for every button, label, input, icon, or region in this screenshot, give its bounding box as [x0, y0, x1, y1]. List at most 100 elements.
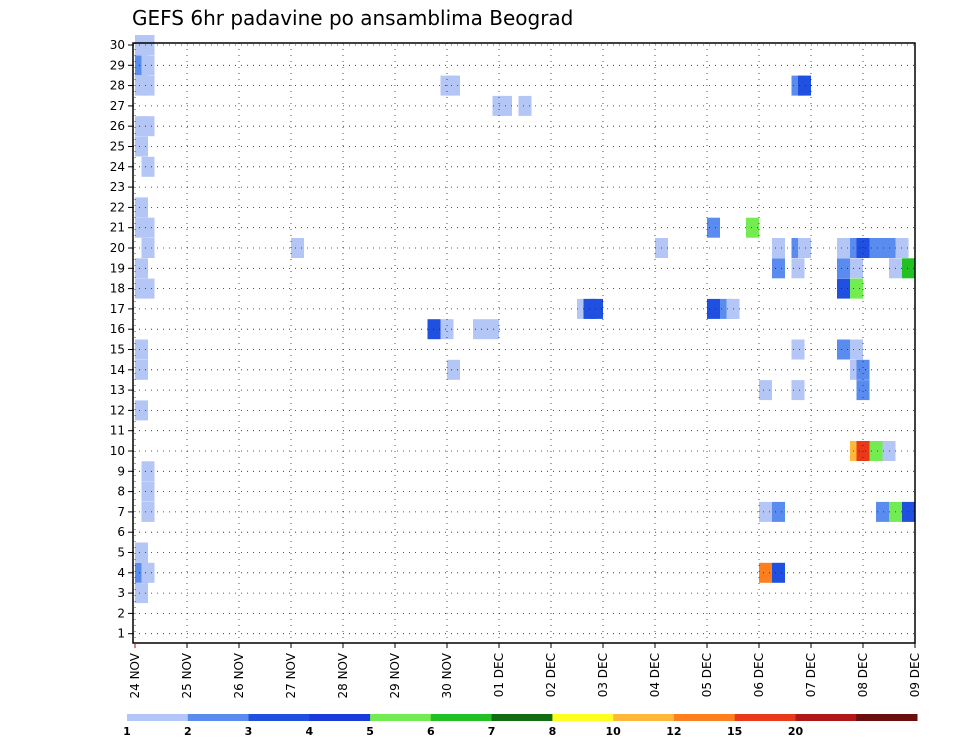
data-cell — [141, 461, 155, 482]
data-cell — [850, 258, 863, 279]
data-cell — [856, 380, 870, 401]
y-tick-label: 17 — [110, 302, 125, 316]
y-tick-label: 1 — [117, 627, 125, 641]
colorbar-tick-label: 5 — [366, 725, 374, 738]
data-cell — [141, 238, 155, 258]
data-cell — [902, 258, 915, 279]
chart-title: GEFS 6hr padavine po ansamblima Beograd — [132, 6, 573, 30]
x-axis: 24 NOV 25 NOV 26 NOV 27 NOV 28 NOV 29 NOV 30 N… — [128, 643, 922, 699]
y-tick-label: 24 — [110, 160, 125, 174]
data-cell — [791, 380, 805, 401]
colorbar-segment — [248, 714, 310, 721]
data-cell — [798, 238, 811, 258]
y-tick-label: 3 — [117, 586, 125, 600]
colorbar-segment — [491, 714, 553, 721]
data-cell — [135, 400, 148, 421]
y-tick-label: 14 — [110, 363, 125, 377]
data-cell — [141, 116, 155, 137]
y-tick-label: 7 — [117, 505, 125, 519]
colorbar-segment — [309, 714, 371, 721]
data-cell — [141, 156, 155, 177]
data-cell — [869, 238, 883, 258]
data-cell — [518, 95, 532, 116]
colorbar-segment — [613, 714, 675, 721]
data-cell — [141, 278, 155, 299]
y-tick-label: 4 — [117, 566, 125, 580]
y-tick-label: 10 — [110, 444, 125, 458]
colorbar-tick-label: 2 — [184, 725, 192, 738]
data-cell — [772, 501, 785, 522]
plot-frame — [132, 42, 916, 644]
data-cell — [798, 75, 811, 96]
x-tick-label: 26 NOV — [232, 652, 246, 698]
data-cell — [791, 339, 805, 360]
colorbar-tick-label: 3 — [245, 725, 253, 738]
y-tick-label: 26 — [110, 119, 125, 133]
colorbar-tick-label: 1 — [123, 725, 131, 738]
data-cell — [291, 238, 304, 258]
y-tick-label: 8 — [117, 485, 125, 499]
x-tick-label: 29 NOV — [388, 652, 402, 698]
y-tick-label: 23 — [110, 180, 125, 194]
grid-lines — [133, 43, 916, 643]
data-cell — [135, 258, 148, 279]
data-cell — [837, 238, 850, 258]
data-cell — [590, 298, 603, 319]
data-cell — [473, 319, 486, 340]
data-cell — [869, 441, 883, 461]
data-cell — [850, 278, 863, 299]
y-tick-label: 11 — [110, 424, 125, 438]
y-tick-label: 9 — [117, 464, 125, 478]
data-cell — [141, 55, 155, 76]
colorbar-segment — [856, 714, 918, 721]
data-cell — [135, 583, 148, 604]
data-cell — [141, 562, 155, 583]
y-axis: 1234567891011121314151617181920212223242… — [110, 38, 133, 641]
x-tick-label: 07 DEC — [804, 653, 818, 697]
colorbar-segment — [370, 714, 432, 721]
y-tick-label: 29 — [110, 58, 125, 72]
data-cell — [837, 278, 850, 299]
y-tick-label: 30 — [110, 38, 125, 52]
data-cell — [447, 75, 460, 96]
data-cell — [486, 319, 499, 340]
colorbar-tick-label: 12 — [666, 725, 681, 738]
data-cell — [876, 501, 889, 522]
y-tick-label: 16 — [110, 322, 125, 336]
data-cell — [135, 359, 148, 380]
x-tick-label: 02 DEC — [544, 653, 558, 697]
data-cell — [141, 75, 155, 96]
data-cell — [759, 562, 772, 583]
x-tick-label: 01 DEC — [492, 653, 506, 697]
data-cell — [902, 501, 915, 522]
colorbar-tick-label: 8 — [549, 725, 557, 738]
x-tick-label: 30 NOV — [440, 652, 454, 698]
y-tick-label: 28 — [110, 79, 125, 93]
y-tick-label: 2 — [117, 606, 125, 620]
colorbar-segment — [552, 714, 614, 721]
x-tick-label: 28 NOV — [336, 652, 350, 698]
y-tick-label: 21 — [110, 221, 125, 235]
data-cell — [856, 359, 870, 380]
y-tick-label: 19 — [110, 261, 125, 275]
x-tick-label: 08 DEC — [856, 653, 870, 697]
data-cell — [837, 339, 850, 360]
colorbar-tick-label: 20 — [788, 725, 804, 738]
colorbar-segment — [187, 714, 250, 721]
y-tick-label: 12 — [110, 403, 125, 417]
colorbar-segment — [795, 714, 857, 721]
x-tick-label: 04 DEC — [648, 653, 662, 697]
y-tick-label: 13 — [110, 383, 125, 397]
colorbar-tick-label: 15 — [727, 725, 742, 738]
data-cell — [850, 339, 863, 360]
y-tick-label: 15 — [110, 343, 125, 357]
data-cell — [135, 136, 148, 157]
y-tick-label: 25 — [110, 140, 125, 154]
data-cell — [141, 35, 155, 55]
data-cell — [141, 481, 155, 502]
x-tick-label: 05 DEC — [700, 653, 714, 697]
x-tick-label: 03 DEC — [596, 653, 610, 697]
x-tick-label: 09 DEC — [908, 653, 922, 697]
data-cell — [772, 258, 785, 279]
